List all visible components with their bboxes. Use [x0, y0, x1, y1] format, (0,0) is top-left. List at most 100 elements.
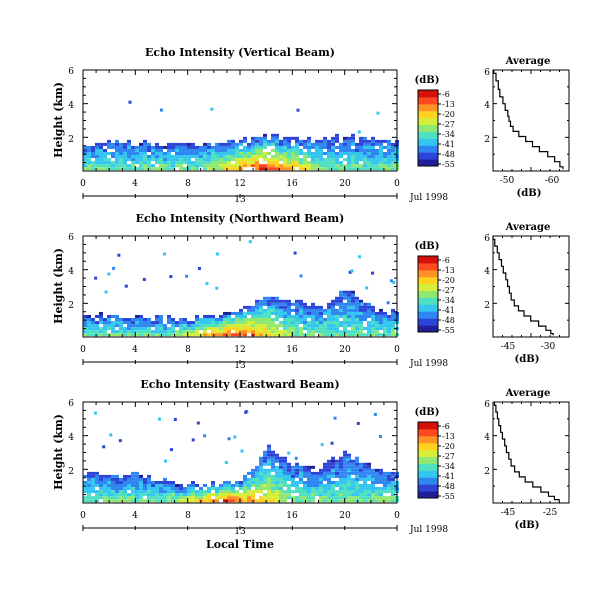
echo-cell	[347, 471, 351, 475]
echo-cell	[327, 318, 331, 322]
echo-cell	[115, 321, 119, 325]
echo-cell	[239, 164, 243, 168]
echo-cell	[327, 308, 331, 312]
echo-cell	[271, 158, 275, 162]
echo-cell	[119, 484, 123, 488]
echo-cell	[347, 484, 351, 488]
echo-cell	[279, 314, 283, 318]
echo-cell	[335, 308, 339, 312]
echo-cell	[119, 330, 123, 334]
echo-cell	[251, 471, 255, 475]
echo-cell	[191, 493, 195, 497]
echo-cell	[371, 490, 375, 494]
echo-cell	[219, 145, 223, 149]
echo-cell	[215, 496, 219, 500]
echo-cell	[387, 318, 391, 322]
echo-cell	[151, 158, 155, 162]
echo-cell	[339, 302, 343, 306]
echo-cell	[315, 480, 319, 484]
echo-cell	[383, 474, 387, 478]
echo-cell	[87, 161, 91, 165]
heatmap-axis-northward	[82, 235, 398, 364]
echo-cell	[259, 471, 263, 475]
echo-cell	[319, 161, 323, 165]
echo-cell	[359, 314, 363, 318]
echo-cell	[351, 333, 355, 337]
echo-cell	[227, 333, 231, 337]
echo-cell	[347, 155, 351, 159]
echo-cell	[379, 324, 383, 328]
echo-cell	[143, 167, 147, 171]
echo-cell	[271, 330, 275, 334]
echo-cell	[139, 145, 143, 149]
echo-cell	[303, 152, 307, 156]
y-tick-2: 2	[68, 135, 74, 145]
echo-cell	[315, 477, 319, 481]
echo-cell	[199, 158, 203, 162]
echo-cell	[271, 327, 275, 331]
echo-cell	[375, 314, 379, 318]
echo-cell	[239, 311, 243, 315]
echo-cell	[223, 499, 227, 503]
echo-cell	[207, 499, 211, 503]
echo-cell	[275, 327, 279, 331]
echo-cell	[83, 321, 87, 325]
echo-cell	[247, 158, 251, 162]
echo-cell	[359, 324, 363, 328]
echo-cell	[91, 477, 95, 481]
echo-cell	[259, 136, 263, 140]
echo-cell	[323, 145, 327, 149]
echo-cell	[375, 490, 379, 494]
echo-cell	[259, 299, 263, 303]
echo-cell	[359, 305, 363, 309]
echo-cell	[287, 145, 291, 149]
echo-cell	[235, 330, 239, 334]
echo-cell	[327, 333, 331, 337]
echo-cell	[363, 327, 367, 331]
echo-cell	[135, 499, 139, 503]
echo-cell	[131, 496, 135, 500]
echo-cell	[379, 468, 383, 472]
echo-cell	[323, 465, 327, 469]
echo-cell	[283, 142, 287, 146]
echo-cell	[387, 167, 391, 171]
echo-cell	[139, 164, 143, 168]
echo-cell	[83, 164, 87, 168]
echo-cell	[271, 474, 275, 478]
echo-cell	[267, 453, 271, 457]
echo-cell	[271, 493, 275, 497]
echo-cell	[371, 484, 375, 488]
echo-cell	[327, 465, 331, 469]
echo-cell	[231, 327, 235, 331]
avg-y-tick-6: 6	[484, 68, 490, 78]
echo-cell	[87, 474, 91, 478]
echo-cell	[287, 302, 291, 306]
echo-cell	[375, 139, 379, 143]
average-title: Average	[505, 222, 551, 233]
echo-cell	[295, 318, 299, 322]
echo-cell	[343, 148, 347, 152]
echo-cell	[363, 142, 367, 146]
echo-cell	[391, 333, 395, 337]
echo-cell	[387, 321, 391, 325]
echo-cell	[386, 301, 390, 305]
echo-cell	[331, 158, 335, 162]
echo-cell	[347, 142, 351, 146]
echo-cell	[347, 462, 351, 466]
echo-cell	[299, 302, 303, 306]
avg-x-label: (dB)	[515, 354, 540, 365]
echo-cell	[379, 158, 383, 162]
echo-cell	[119, 324, 123, 328]
echo-cell	[235, 164, 239, 168]
echo-cell	[191, 438, 195, 442]
echo-cell	[319, 484, 323, 488]
echo-cell	[131, 152, 135, 156]
echo-cell	[131, 471, 135, 475]
echo-cell	[235, 321, 239, 325]
echo-cell	[239, 487, 243, 491]
echo-cell	[299, 321, 303, 325]
echo-cell	[327, 321, 331, 325]
echo-cell	[151, 333, 155, 337]
echo-cell	[243, 480, 247, 484]
echo-cell	[83, 496, 87, 500]
